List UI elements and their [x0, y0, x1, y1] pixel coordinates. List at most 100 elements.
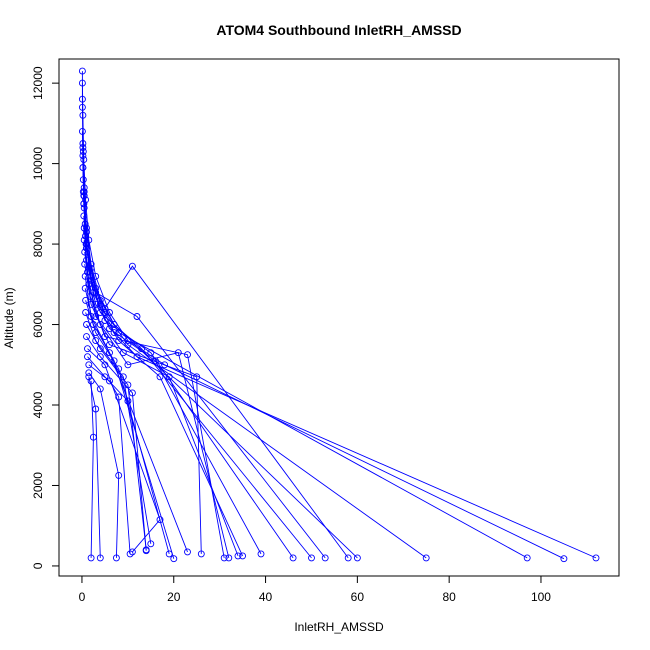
series-line	[88, 376, 101, 558]
profile-series	[82, 309, 155, 548]
profile-series	[80, 200, 265, 558]
series-line	[85, 312, 152, 544]
data-point	[79, 140, 87, 147]
series-line	[84, 252, 225, 558]
data-point	[112, 554, 120, 562]
chart-title: ATOM4 Southbound InletRH_AMSSD	[216, 22, 461, 38]
data-point	[78, 103, 86, 111]
data-point	[165, 550, 173, 558]
data-point	[133, 313, 141, 320]
plot-area	[78, 67, 600, 563]
data-point	[126, 550, 134, 558]
data-point	[83, 333, 90, 341]
profile-series	[87, 377, 97, 562]
data-point	[321, 554, 329, 562]
data-point	[308, 554, 315, 562]
data-point	[234, 552, 242, 560]
y-tick-label: 10000	[31, 147, 45, 181]
data-point	[110, 329, 118, 337]
series-line	[86, 324, 147, 550]
series-line	[90, 380, 94, 558]
data-point	[80, 224, 88, 232]
profile-series	[81, 248, 228, 562]
data-point	[85, 369, 93, 377]
data-point	[344, 554, 352, 562]
series-line	[82, 191, 294, 559]
series-line	[82, 143, 358, 559]
profile-series	[83, 321, 150, 554]
data-point	[523, 554, 531, 562]
profile-series	[82, 296, 173, 558]
data-point	[128, 262, 136, 270]
data-point	[147, 540, 155, 548]
profile-series	[78, 103, 531, 562]
data-point	[80, 236, 88, 244]
y-axis: 0 2000 4000 6000 8000 10000 12000	[31, 66, 60, 569]
data-point	[81, 248, 89, 256]
data-point	[78, 79, 86, 87]
data-point	[87, 300, 95, 308]
data-point	[128, 548, 136, 556]
data-point	[101, 361, 109, 369]
profile-series	[78, 67, 600, 562]
y-axis-label: Altitude (m)	[2, 287, 16, 348]
data-point	[89, 433, 97, 441]
data-point	[128, 389, 136, 397]
data-point	[106, 377, 113, 385]
data-point	[115, 393, 123, 401]
y-tick-label: 4000	[31, 391, 45, 418]
data-point	[119, 373, 127, 381]
x-tick-label: 0	[79, 590, 86, 604]
y-tick-label: 0	[31, 562, 45, 569]
x-tick-label: 60	[351, 590, 365, 604]
series-line	[81, 71, 597, 559]
profile-series	[81, 260, 205, 558]
profile-series	[79, 188, 297, 562]
data-point	[80, 200, 88, 208]
data-point	[80, 212, 88, 220]
y-tick-label: 12000	[31, 66, 45, 100]
x-tick-label: 20	[167, 590, 181, 604]
data-point	[89, 321, 97, 328]
data-point	[79, 176, 87, 184]
data-point	[96, 345, 104, 353]
data-point	[257, 550, 265, 558]
data-point	[78, 67, 86, 75]
series-line	[84, 264, 202, 554]
data-point	[85, 361, 93, 369]
data-point	[92, 337, 100, 345]
data-point	[353, 554, 361, 562]
data-point	[147, 349, 155, 357]
series-line	[84, 288, 175, 559]
data-point	[96, 554, 104, 562]
data-point	[115, 471, 123, 479]
data-point	[78, 127, 86, 135]
data-point	[106, 341, 113, 349]
data-point	[592, 554, 600, 562]
data-point	[225, 554, 233, 562]
data-point	[170, 555, 178, 563]
series-line	[81, 83, 565, 560]
profile-series	[83, 333, 150, 555]
data-point	[82, 196, 90, 204]
series-line	[84, 276, 188, 553]
profile-series	[85, 361, 134, 558]
data-point	[96, 353, 104, 361]
data-point	[165, 373, 173, 381]
y-tick-label: 8000	[31, 230, 45, 257]
data-point	[156, 373, 164, 381]
data-point	[101, 304, 109, 312]
x-tick-label: 40	[259, 590, 273, 604]
data-point	[85, 373, 93, 381]
data-point	[83, 224, 90, 232]
data-point	[83, 244, 90, 252]
data-point	[96, 321, 104, 328]
data-point	[161, 361, 169, 369]
series-line	[87, 348, 161, 553]
data-point	[239, 552, 247, 560]
y-tick-label: 2000	[31, 472, 45, 499]
profile-series	[85, 369, 123, 562]
series-line	[86, 336, 147, 551]
series-line	[83, 203, 262, 555]
